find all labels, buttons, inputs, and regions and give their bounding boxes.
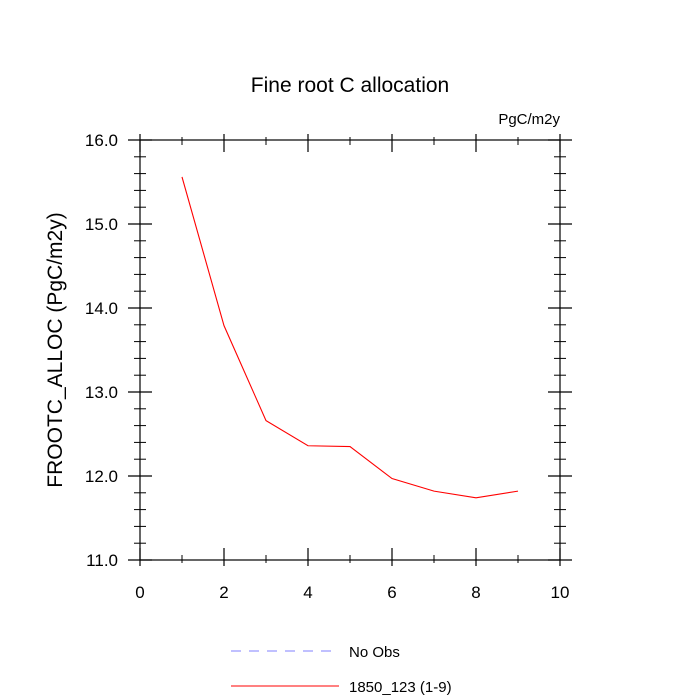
chart-title: Fine root C allocation (251, 74, 449, 97)
y-tick-labels: 11.0 12.0 13.0 14.0 15.0 16.0 (85, 131, 118, 570)
y-tick-label: 12.0 (85, 467, 118, 486)
series-line (181, 176, 519, 499)
y-tick-label: 11.0 (86, 551, 118, 570)
legend: No Obs 1850_123 (1-9) (231, 644, 452, 696)
x-tick-label: 8 (471, 583, 480, 602)
y-tick-label: 14.0 (85, 299, 118, 318)
x-tick-labels: 0 2 4 6 8 10 (135, 583, 569, 602)
x-tick-label: 4 (303, 583, 312, 602)
y-tick-label: 15.0 (85, 215, 118, 234)
units-label: PgC/m2y (498, 111, 560, 128)
legend-label: 1850_123 (1-9) (349, 679, 452, 696)
x-tick-label: 0 (135, 583, 144, 602)
axis-ticks (128, 134, 572, 566)
y-tick-label: 13.0 (85, 383, 118, 402)
series-layer (181, 176, 519, 499)
legend-label: No Obs (349, 644, 400, 661)
plot-frame (139, 139, 561, 561)
x-tick-label: 10 (551, 583, 570, 602)
y-tick-label: 16.0 (85, 131, 118, 150)
x-tick-label: 6 (387, 583, 396, 602)
y-axis-label: FROOTC_ALLOC (PgC/m2y) (44, 212, 67, 487)
x-tick-label: 2 (219, 583, 228, 602)
